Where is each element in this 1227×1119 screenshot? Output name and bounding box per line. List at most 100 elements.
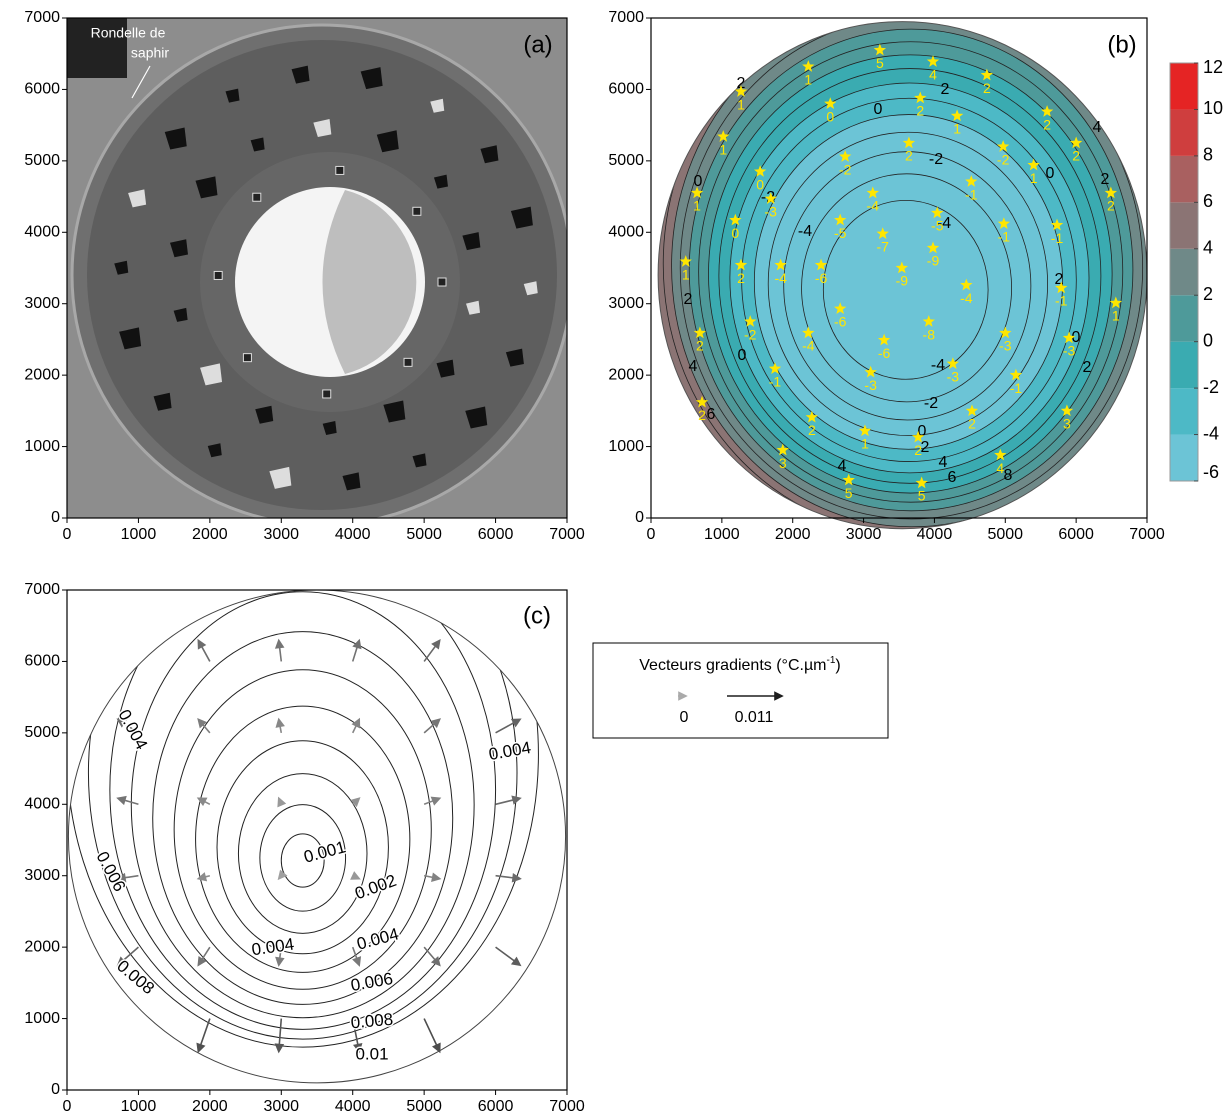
point-label: -3	[864, 377, 877, 393]
point-label: -7	[876, 238, 889, 254]
measurement-point	[965, 404, 979, 417]
y-tick-label: 3000	[24, 867, 60, 884]
gradient-vector	[423, 946, 441, 967]
point-label: -4	[867, 198, 880, 214]
inclusion	[213, 270, 223, 280]
measurement-point	[774, 258, 787, 271]
measurement-point	[1069, 136, 1083, 149]
contour-line	[109, 590, 497, 1030]
measurement-point	[1027, 158, 1040, 171]
point-label: 3	[1063, 416, 1071, 432]
y-tick-label: 7000	[24, 581, 60, 598]
point-label: 1	[737, 96, 745, 112]
measurement-point	[895, 261, 909, 274]
x-tick-label: 5000	[406, 526, 442, 543]
x-tick-label: 4000	[335, 1098, 371, 1115]
gradient-vector	[495, 718, 522, 734]
y-tick-label: 2000	[24, 938, 60, 955]
measurement-point	[693, 326, 707, 339]
measurement-point	[911, 430, 925, 443]
measurement-point	[922, 315, 935, 327]
gradient-vector	[495, 795, 522, 806]
measurement-point	[1062, 331, 1076, 344]
point-label: 2	[1107, 198, 1115, 214]
colorbar-label: 0	[1203, 330, 1213, 350]
point-label: 1	[861, 436, 869, 452]
contour-line	[280, 833, 325, 888]
y-tick-label: 2000	[24, 366, 60, 383]
y-tick-label: 0	[635, 509, 644, 526]
x-tick-label: 6000	[478, 1098, 514, 1115]
point-label: -1	[1051, 230, 1064, 246]
point-label: 4	[996, 460, 1004, 476]
gradient-vector	[196, 872, 211, 882]
annotation: Rondelle de	[91, 25, 166, 41]
inclusion	[412, 453, 427, 468]
gradient-vector	[423, 638, 441, 662]
measurement-point	[695, 395, 709, 408]
point-label: -1	[998, 228, 1011, 244]
point-label: 5	[876, 55, 884, 71]
colorbar-band	[1170, 434, 1198, 481]
y-tick-label: 5000	[24, 724, 60, 741]
inclusion	[480, 145, 499, 164]
y-tick-label: 6000	[24, 81, 60, 98]
measurement-point	[838, 150, 852, 162]
center-shade	[322, 190, 417, 374]
inclusion	[313, 119, 332, 138]
gradient-vector	[274, 1018, 285, 1054]
inclusion	[164, 127, 187, 150]
contour-label: -2	[924, 395, 938, 412]
panel-label: (c)	[523, 602, 551, 629]
colorbar-label: 2	[1203, 284, 1213, 304]
inclusion	[342, 472, 361, 491]
point-label: 2	[983, 80, 991, 96]
point-label: 1	[719, 141, 727, 157]
inclusion	[376, 130, 399, 153]
point-label: -9	[896, 273, 909, 289]
colorbar-band	[1170, 388, 1198, 435]
x-tick-label: 2000	[192, 1098, 228, 1115]
contour-label: 0	[918, 423, 927, 440]
colorbar-band	[1170, 155, 1198, 203]
measurement-point	[814, 258, 828, 271]
x-tick-label: 7000	[1129, 526, 1165, 543]
inclusion	[173, 307, 188, 322]
measurement-point	[858, 424, 872, 437]
point-label: -6	[815, 270, 828, 286]
gradient-vector	[197, 638, 211, 662]
inclusion	[242, 353, 252, 363]
contour-line	[195, 705, 411, 973]
measurement-point	[764, 192, 777, 204]
measurement-point	[946, 357, 960, 369]
point-label: 2	[916, 103, 924, 119]
y-tick-label: 0	[51, 509, 60, 526]
colorbar-label: 10	[1203, 98, 1223, 118]
point-label: -1	[1055, 293, 1068, 309]
contour-label: -4	[937, 215, 951, 232]
gradient-vector	[350, 797, 361, 808]
measurement-point	[802, 326, 815, 339]
x-tick-label: 1000	[704, 526, 740, 543]
measurement-point	[824, 97, 837, 109]
plot-frame	[66, 17, 568, 519]
x-tick-label: 3000	[263, 1098, 299, 1115]
inclusion	[225, 88, 240, 103]
inclusion	[403, 357, 413, 367]
image-corner	[67, 18, 127, 78]
colorbar-label: 6	[1203, 191, 1213, 211]
legend-value: 0.011	[735, 709, 774, 726]
colorbar-band	[1170, 248, 1198, 296]
gradient-vector	[678, 691, 688, 701]
gradient-vector	[727, 691, 784, 701]
contour-label: 2	[1055, 271, 1064, 288]
measurement-point	[1104, 186, 1118, 199]
measurement-point	[768, 362, 782, 374]
y-tick-label: 1000	[24, 438, 60, 455]
x-tick-label: 3000	[263, 526, 299, 543]
gradient-vector	[116, 718, 139, 734]
gradient-vector	[197, 717, 211, 734]
measurement-point	[734, 258, 748, 271]
